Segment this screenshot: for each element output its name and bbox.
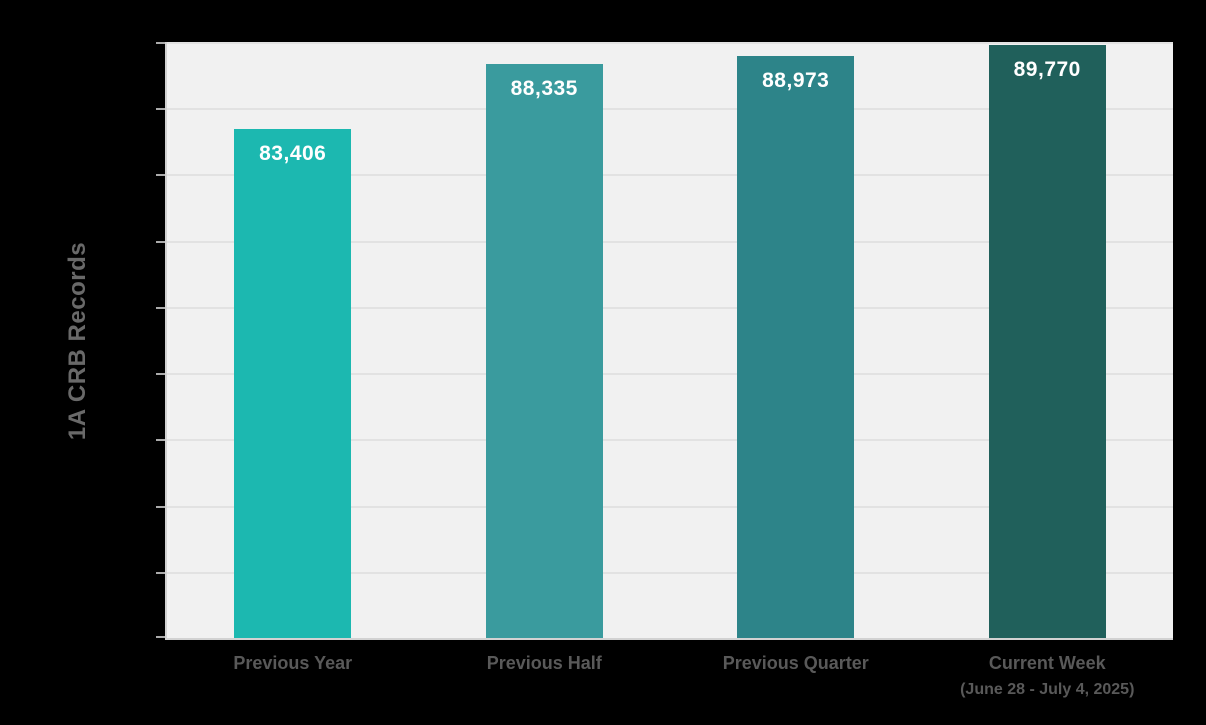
- y-axis-tick: [156, 373, 165, 376]
- y-axis-tick: [156, 174, 165, 177]
- bar-previous-quarter: 88,973: [737, 55, 855, 638]
- bar-value-label: 88,335: [510, 77, 578, 101]
- bar-value-label: 88,973: [762, 68, 830, 92]
- x-axis-label: Previous Year: [167, 652, 419, 674]
- y-axis-tick: [156, 240, 165, 243]
- bar-previous-year: 83,406: [234, 129, 352, 638]
- gridline: [167, 240, 1173, 243]
- bar-value-label: 83,406: [259, 142, 327, 166]
- gridline: [167, 108, 1173, 111]
- y-axis-tick: [156, 439, 165, 442]
- x-axis-label: Previous Quarter: [670, 652, 922, 674]
- bar-current-week: 89,770: [988, 45, 1106, 638]
- gridline: [167, 42, 1173, 44]
- gridline: [167, 505, 1173, 508]
- x-axis-label-text: Previous Year: [233, 653, 353, 673]
- x-axis-label: Previous Half: [419, 652, 671, 674]
- x-axis-labels-row: Previous Year Previous Half Previous Quart…: [0, 652, 1206, 722]
- gridline: [167, 439, 1173, 442]
- plot-area: 83,406 88,335 88,973 89,770: [156, 42, 1173, 640]
- x-axis-label-text: Current Week: [988, 653, 1106, 673]
- gridline: [167, 571, 1173, 574]
- gridline: [167, 174, 1173, 177]
- y-axis-tick: [156, 108, 165, 111]
- x-axis-label-text: Previous Half: [486, 653, 602, 673]
- y-axis-tick: [156, 571, 165, 574]
- x-axis-label-text: Previous Quarter: [722, 653, 869, 673]
- y-axis-tick: [156, 306, 165, 309]
- y-axis-title: 1A CRB Records: [64, 241, 91, 441]
- x-axis-sublabel-text: (June 28 - July 4, 2025): [960, 681, 1135, 698]
- bar-value-label: 89,770: [1013, 58, 1081, 82]
- y-axis-tick: [156, 505, 165, 508]
- x-axis-label: Current Week (June 28 - July 4, 2025): [922, 652, 1174, 700]
- bar-previous-half: 88,335: [485, 64, 603, 638]
- gridline: [167, 373, 1173, 376]
- gridline: [167, 306, 1173, 309]
- y-axis-tick: [156, 636, 165, 638]
- y-axis-tick: [156, 42, 165, 44]
